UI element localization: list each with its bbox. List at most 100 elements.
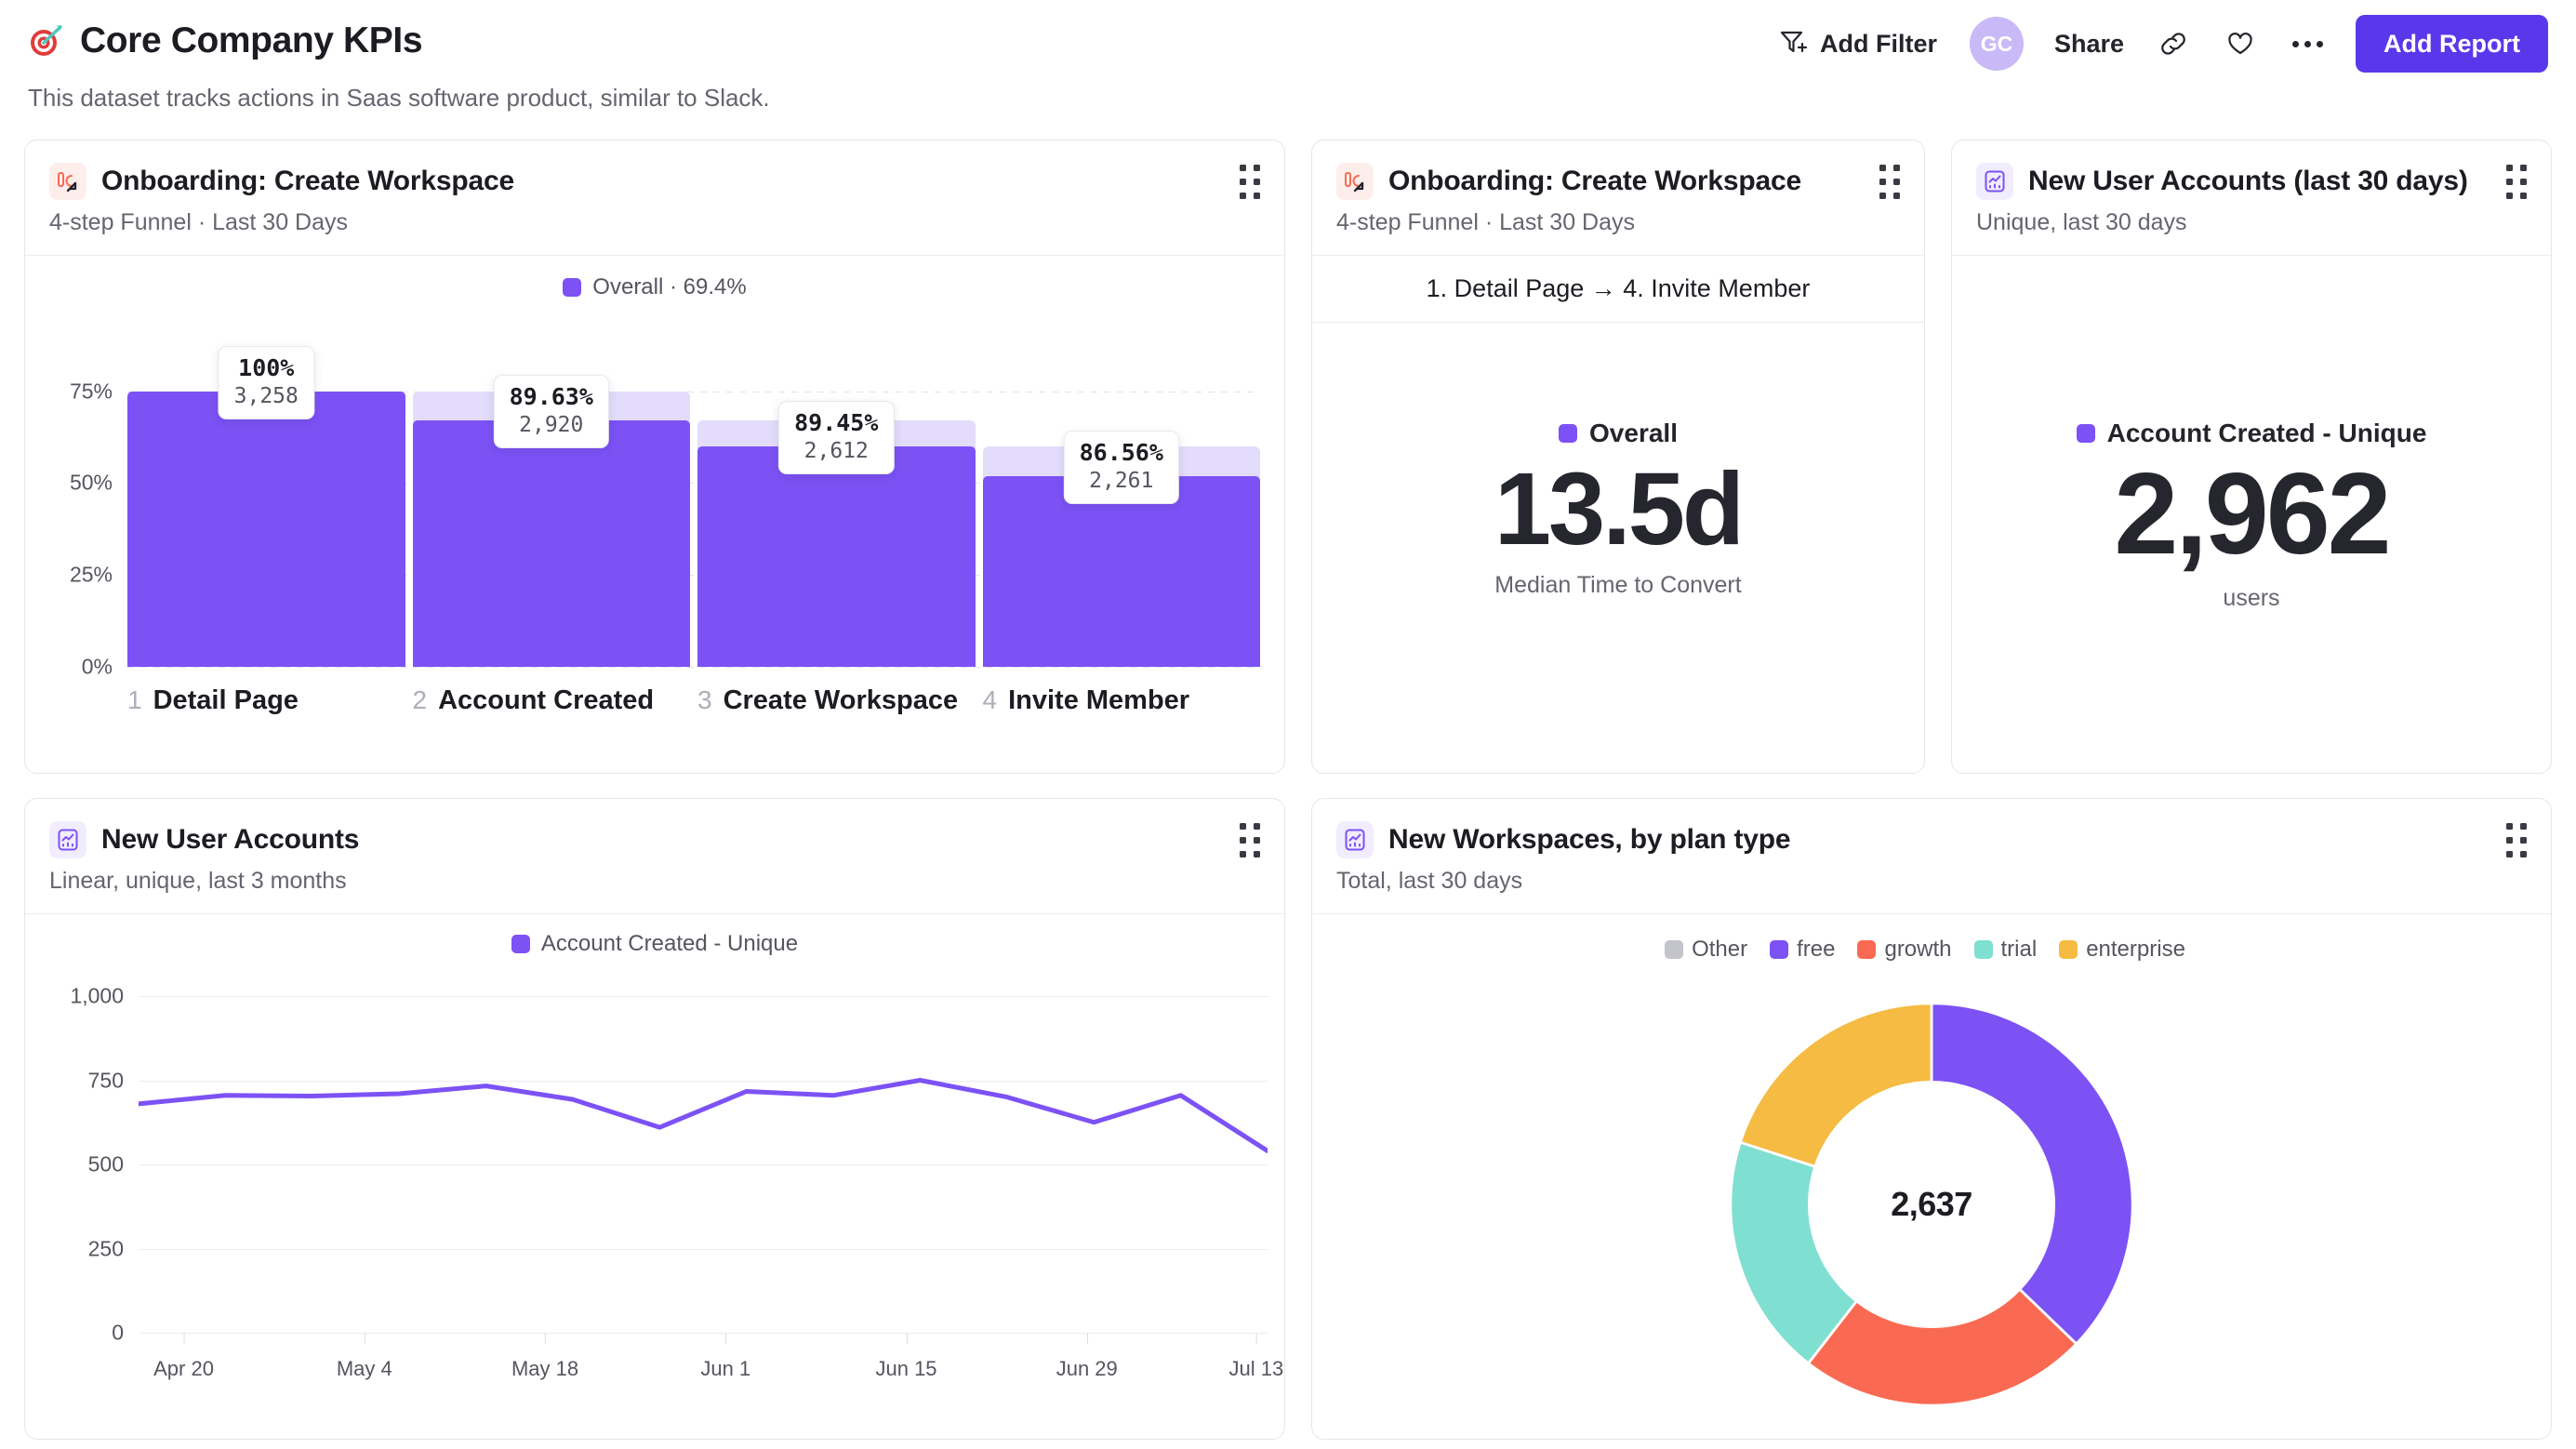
more-horizontal-icon[interactable] [2281,18,2333,70]
line-chart: Account Created - Unique 1,000 750 500 2… [25,914,1284,1415]
funnel-step[interactable]: 1 Detail Page [127,685,405,716]
add-filter-button[interactable]: Add Filter [1762,18,1953,70]
dashboard-header: Core Company KPIs This dataset tracks ac… [0,0,2576,140]
share-button[interactable]: Share [2038,18,2140,70]
legend-swatch [2076,424,2095,444]
funnel-chart: Overall · 69.4% 0% 25% 50% 75% 100% 3,25… [25,256,1284,749]
funnel-bar[interactable] [127,392,405,667]
card-header: Onboarding: Create Workspace 4-step Funn… [1312,140,1924,256]
funnel-bar-count: 3,258 [233,384,299,408]
card-title: New User Accounts (last 30 days) [2028,166,2468,196]
metric-value: 13.5d [1494,451,1745,566]
legend-label: Account Created - Unique [540,931,799,956]
card-subtitle: Linear, unique, last 3 months [49,868,347,894]
funnel-step-label: Detail Page [153,685,299,715]
metric-legend[interactable]: Overall [1559,419,1678,448]
funnel-bar[interactable] [982,475,1260,667]
funnel-plot-area: 0% 25% 50% 75% 100% 3,258 89.63% [70,323,1260,679]
drag-handle-icon[interactable] [2506,165,2529,201]
funnel-step-number: 1 [127,685,142,714]
legend-item-free[interactable]: free [1770,937,1835,963]
legend-swatch [1973,940,1993,959]
y-axis-tick: 0% [81,654,113,679]
donut-chart: 2,637 [1312,972,2551,1437]
line-series-svg [139,996,1268,1333]
card-title: New Workspaces, by plan type [1388,824,1791,855]
funnel-step[interactable]: 2 Account Created [413,685,691,716]
donut-center-total: 2,637 [1891,1185,1972,1223]
card-header: New User Accounts Linear, unique, last 3… [25,799,1284,914]
funnel-bar-count: 2,261 [1089,468,1154,493]
card-onboarding-funnel[interactable]: Onboarding: Create Workspace 4-step Funn… [24,140,1285,774]
y-axis-tick: 1,000 [70,983,124,1008]
link-icon[interactable] [2147,18,2199,70]
funnel-bar[interactable] [412,419,690,667]
card-new-user-accounts-trend[interactable]: New User Accounts Linear, unique, last 3… [24,798,1285,1440]
funnel-bar-percent: 89.45% [794,408,879,436]
drag-handle-icon[interactable] [1240,823,1262,859]
x-axis-tick: Jun 15 [875,1333,937,1381]
funnel-step[interactable]: 4 Invite Member [983,685,1261,716]
legend-label: growth [1884,937,1952,962]
line-chart-report-icon [1336,821,1374,858]
funnel-bars: 100% 3,258 89.63% 2,920 89.4 [127,323,1260,667]
line-legend[interactable]: Account Created - Unique [25,931,1284,957]
add-report-button[interactable]: Add Report [2356,15,2548,73]
funnel-bar-percent: 89.63% [509,382,593,410]
legend-swatch [1559,423,1578,443]
funnel-bar-item[interactable]: 89.45% 2,612 [697,323,976,667]
legend-item-trial[interactable]: trial [1973,937,2037,963]
donut-slice-enterprise[interactable] [1738,1002,1933,1169]
card-new-workspaces-by-plan[interactable]: New Workspaces, by plan type Total, last… [1311,798,2552,1440]
card-new-user-accounts-30d[interactable]: New User Accounts (last 30 days) Unique,… [1951,140,2552,774]
legend-item-growth[interactable]: growth [1857,937,1952,963]
legend-swatch [1857,940,1877,959]
legend-label: Account Created - Unique [2106,419,2427,448]
line-chart-report-icon [49,821,86,858]
card-subtitle: 4-step Funnel · Last 30 Days [49,209,348,235]
drag-handle-icon[interactable] [1240,165,1262,201]
funnel-step-label: Create Workspace [723,685,959,715]
card-title: New User Accounts [101,824,360,855]
funnel-step[interactable]: 3 Create Workspace [697,685,976,716]
drag-handle-icon[interactable] [1879,165,1902,201]
x-axis-tick: May 18 [511,1333,578,1381]
donut-svg[interactable] [1713,986,2150,1423]
legend-swatch [2059,940,2078,959]
donut-slice-growth[interactable] [1806,1287,2078,1407]
page-title: Core Company KPIs [80,20,423,60]
card-header: Onboarding: Create Workspace 4-step Funn… [25,140,1284,256]
funnel-bar-item[interactable]: 89.63% 2,920 [412,323,690,667]
card-subtitle: Total, last 30 days [1336,868,1523,894]
card-header: New Workspaces, by plan type Total, last… [1312,799,2551,914]
donut-slice-free[interactable] [1930,1002,2134,1346]
funnel-bar-item[interactable]: 86.56% 2,261 [982,323,1260,667]
card-median-time-to-convert[interactable]: Onboarding: Create Workspace 4-step Funn… [1311,140,1925,774]
legend-item-enterprise[interactable]: enterprise [2059,937,2185,963]
drag-handle-icon[interactable] [2506,823,2529,859]
heart-icon[interactable] [2214,18,2266,70]
metric-legend[interactable]: Account Created - Unique [2076,419,2427,448]
x-axis-tick: May 4 [337,1333,392,1381]
page-subtitle: This dataset tracks actions in Saas soft… [28,84,770,112]
legend-item-other[interactable]: Other [1665,937,1747,963]
line-chart-report-icon [1976,163,2013,200]
funnel-step-number: 3 [697,685,712,714]
y-axis-tick: 0 [112,1320,124,1345]
conversion-path-label: 1. Detail Page → 4. Invite Member [1426,274,1811,302]
x-axis-tick: Jun 1 [700,1333,750,1381]
dart-target-icon [26,21,65,60]
avatar[interactable]: GC [1969,17,2024,71]
legend-swatch [1770,940,1789,959]
header-actions: Add Filter GC Share Add Report [1762,13,2548,74]
funnel-bar[interactable] [697,445,976,667]
y-axis-tick: 50% [69,470,113,495]
funnel-legend[interactable]: Overall · 69.4% [25,274,1284,300]
funnel-step-number: 4 [982,685,998,714]
funnel-conversion-band[interactable]: 1. Detail Page → 4. Invite Member [1312,256,1924,323]
donut-slice-trial[interactable] [1729,1140,1859,1365]
metric-body: Overall 13.5d Median Time to Convert [1312,323,1924,695]
gridline: 0% [82,655,1260,679]
funnel-bar-item[interactable]: 100% 3,258 [127,323,405,667]
funnel-bar-callout: 86.56% 2,261 [1063,430,1179,504]
